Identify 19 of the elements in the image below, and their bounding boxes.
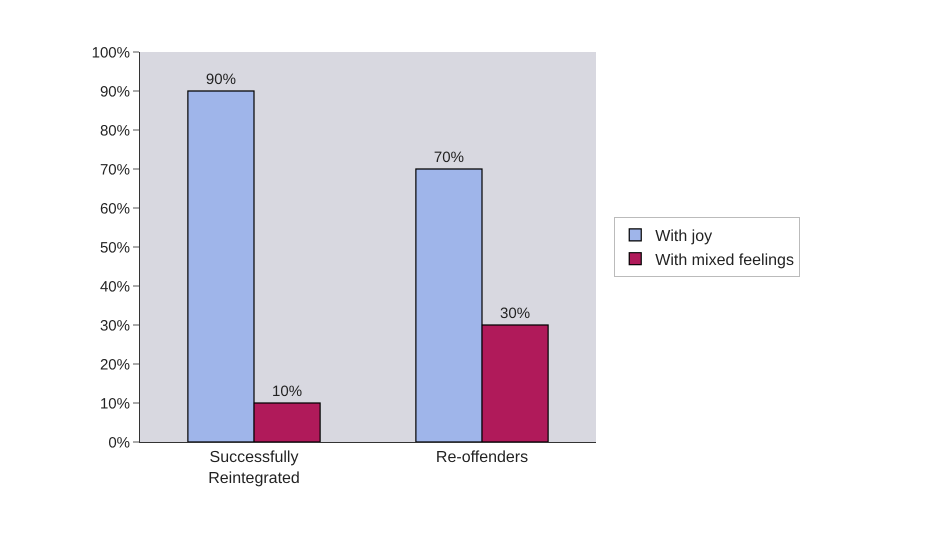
data-label: 70%	[434, 149, 464, 166]
y-tick-label: 20%	[100, 356, 130, 374]
legend-label: With mixed feelings	[655, 252, 794, 269]
data-label: 90%	[206, 71, 236, 88]
y-tick-label: 40%	[100, 278, 130, 296]
y-tick-label: 0%	[108, 434, 130, 452]
data-label: 10%	[272, 383, 302, 400]
data-label: 30%	[500, 305, 530, 322]
x-tick-label: Successfully Reintegrated	[208, 449, 300, 487]
y-tick-label: 100%	[92, 44, 130, 62]
legend-label: With joy	[655, 228, 712, 246]
y-tick-label: 70%	[100, 161, 130, 178]
y-tick-label: 80%	[100, 122, 130, 140]
y-tick-label: 60%	[100, 200, 130, 218]
x-tick-label: Re-offenders	[436, 449, 528, 466]
y-tick-label: 50%	[100, 239, 130, 256]
y-tick-label: 30%	[100, 317, 130, 334]
y-tick-label: 10%	[100, 395, 130, 412]
y-tick-label: 90%	[100, 83, 130, 100]
